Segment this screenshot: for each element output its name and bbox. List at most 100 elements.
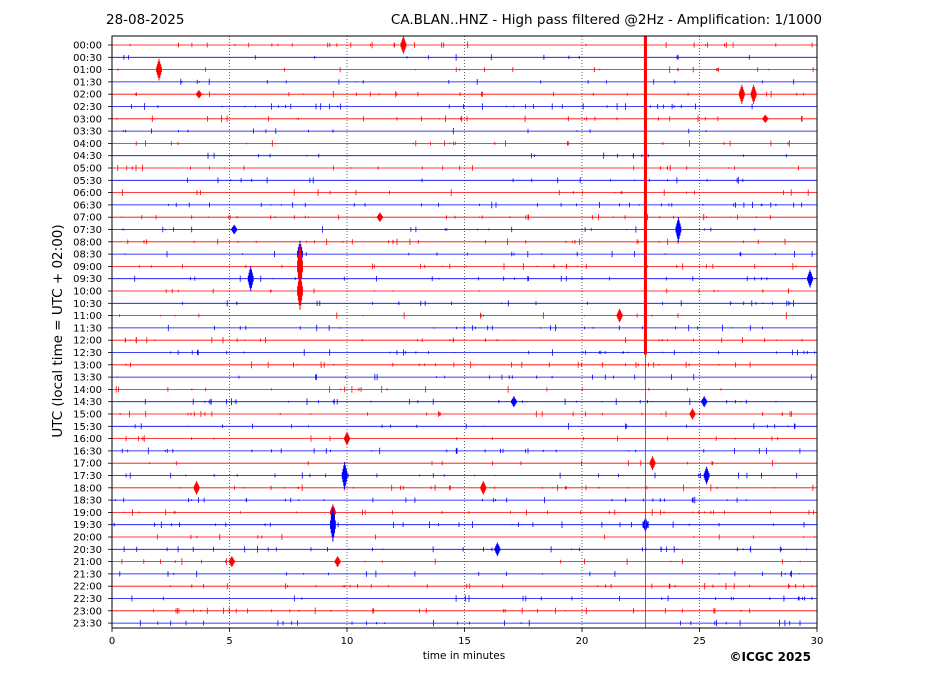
noise-11:30	[167, 324, 763, 332]
x-tick-label: 30	[811, 636, 824, 647]
chart-title: CA.BLAN..HNZ - High pass filtered @2Hz -…	[390, 12, 822, 28]
plot-frame	[111, 35, 818, 629]
noise-19:00	[123, 509, 814, 516]
noise-04:00	[135, 140, 790, 147]
y-tick-label: 15:00	[73, 410, 102, 421]
event-2	[196, 90, 202, 99]
y-tick-label: 19:00	[73, 508, 102, 519]
y-tick-label: 16:30	[73, 446, 102, 457]
y-tick-label: 13:30	[73, 373, 102, 384]
y-tick-label: 19:30	[73, 520, 102, 531]
y-tick-label: 21:30	[73, 569, 102, 580]
y-tick-label: 04:30	[73, 151, 102, 162]
noise-07:30	[122, 226, 756, 233]
event-8	[675, 217, 682, 242]
y-tick-label: 12:30	[73, 348, 102, 359]
event-11	[247, 266, 254, 291]
noise-01:00	[117, 66, 814, 73]
event-13	[297, 272, 303, 310]
y-tick-label: 17:30	[73, 471, 102, 482]
noise-05:00	[117, 164, 799, 172]
y-tick-label: 08:30	[73, 250, 102, 261]
y-tick-label: 11:30	[73, 323, 102, 334]
y-tick-label: 12:00	[73, 336, 102, 347]
event-28	[228, 556, 235, 567]
noise-21:30	[119, 570, 800, 578]
noise-05:30	[187, 176, 744, 184]
y-tick-label: 15:30	[73, 422, 102, 433]
y-tick-label: 00:00	[73, 41, 102, 52]
noise-07:00	[121, 214, 771, 221]
y-tick-label: 13:00	[73, 360, 102, 371]
noise-06:30	[168, 201, 803, 209]
event-27	[494, 542, 501, 557]
y-tick-label: 14:00	[73, 385, 102, 396]
event-16	[701, 396, 708, 408]
y-tick-label: 23:30	[73, 619, 102, 630]
noise-21:00	[121, 558, 801, 565]
y-tick-label: 21:00	[73, 557, 102, 568]
y-tick-label: 22:00	[73, 582, 102, 593]
y-tick-label: 03:30	[73, 127, 102, 138]
y-tick-label: 00:30	[73, 53, 102, 64]
noise-15:00	[119, 410, 792, 418]
y-tick-label: 14:30	[73, 397, 102, 408]
x-axis-label: time in minutes	[422, 650, 506, 662]
copyright-credit: ©ICGC 2025	[729, 650, 811, 664]
noise-03:30	[122, 127, 707, 135]
y-tick-label: 05:30	[73, 176, 102, 187]
y-tick-label: 07:00	[73, 213, 102, 224]
y-tick-label: 09:30	[73, 274, 102, 285]
y-tick-label: 17:00	[73, 459, 102, 470]
noise-06:00	[122, 189, 809, 196]
noise-22:30	[131, 595, 813, 602]
event-21	[703, 466, 710, 485]
y-tick-label: 11:00	[73, 311, 102, 322]
event-22	[193, 481, 200, 495]
x-tick-label: 10	[341, 636, 354, 647]
noise-13:00	[125, 361, 751, 369]
noise-23:00	[153, 607, 751, 615]
noise-17:30	[125, 472, 798, 479]
noise-16:00	[125, 435, 779, 442]
y-tick-label: 07:30	[73, 225, 102, 236]
y-tick-label: 01:00	[73, 65, 102, 76]
date-label: 28-08-2025	[106, 12, 185, 28]
noise-22:00	[170, 583, 813, 590]
y-tick-label: 20:30	[73, 545, 102, 556]
noise-00:30	[123, 54, 750, 61]
noise-12:30	[170, 349, 815, 356]
y-tick-label: 18:30	[73, 496, 102, 507]
event-5	[762, 114, 769, 123]
y-tick-label: 18:00	[73, 483, 102, 494]
noise-12:00	[124, 337, 803, 344]
event-14	[616, 308, 623, 323]
y-tick-label: 06:00	[73, 188, 102, 199]
x-tick-label: 5	[226, 636, 232, 647]
noise-18:30	[114, 496, 747, 504]
event-18	[344, 431, 350, 446]
y-tick-label: 02:30	[73, 102, 102, 113]
noise-08:00	[127, 238, 786, 246]
x-tick-label: 0	[109, 636, 115, 647]
x-tick-label: 20	[576, 636, 589, 647]
noise-09:00	[138, 263, 797, 270]
y-tick-label: 10:30	[73, 299, 102, 310]
event-3	[738, 84, 745, 104]
noise-15:30	[134, 423, 796, 430]
noise-01:30	[180, 78, 795, 85]
noise-04:30	[207, 152, 787, 159]
noise-23:30	[139, 619, 801, 627]
event-20	[341, 462, 348, 489]
event-19	[649, 456, 656, 470]
event-15	[511, 396, 517, 408]
event-25	[330, 507, 336, 542]
noise-09:30	[134, 275, 768, 282]
event-23	[480, 481, 487, 495]
event-10	[297, 242, 303, 291]
y-tick-label: 04:00	[73, 139, 102, 150]
y-tick-label: 23:00	[73, 606, 102, 617]
y-tick-label: 16:00	[73, 434, 102, 445]
noise-14:30	[144, 398, 777, 406]
